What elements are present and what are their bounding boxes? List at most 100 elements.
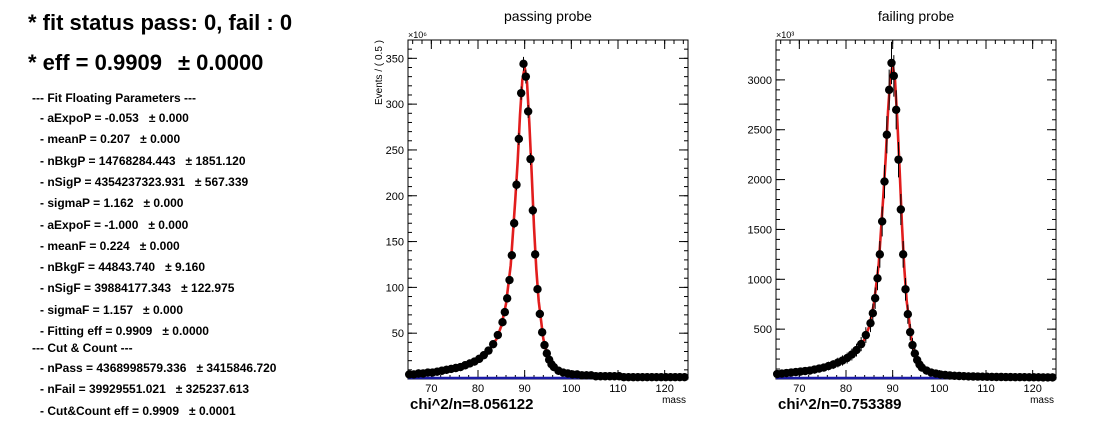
data-point bbox=[894, 155, 903, 164]
fit-param-label: - nSigP = 4354237323.931 bbox=[40, 174, 185, 189]
data-point bbox=[542, 349, 552, 358]
data-point bbox=[891, 105, 901, 114]
x-tick-label: 90 bbox=[519, 383, 531, 395]
y-multiplier-label: ×10⁶ bbox=[408, 30, 427, 40]
y-tick-label: 300 bbox=[386, 99, 404, 111]
fit-param-row: - meanF = 0.224 ± 0.000 bbox=[40, 239, 180, 253]
data-point bbox=[484, 346, 493, 355]
fit-param-row: - aExpoP = -0.053 ± 0.000 bbox=[40, 111, 189, 125]
passing-probe-chart: passing probe ×10⁶ Events / ( 0.5 ) 50 100 15… bbox=[374, 8, 689, 413]
fit-param-row: - nSigP = 4354237323.931 ± 567.339 bbox=[40, 175, 248, 189]
data-point bbox=[535, 309, 545, 319]
fit-param-label: - nBkgF = 44843.740 bbox=[40, 260, 156, 275]
data-point bbox=[856, 339, 866, 349]
y-tick-label: 250 bbox=[386, 145, 404, 157]
data-point bbox=[861, 330, 871, 340]
fit-param-label: - sigmaF = 1.157 bbox=[40, 302, 134, 317]
fit-param-label: - nBkgP = 14768284.443 bbox=[40, 153, 176, 168]
y-tick-label: 200 bbox=[386, 191, 404, 203]
data-point bbox=[882, 130, 892, 139]
cut-param-row: - nFail = 39929551.021 ± 325237.613 bbox=[40, 382, 249, 396]
plot-frame bbox=[407, 39, 689, 380]
x-axis-label: mass bbox=[1030, 395, 1054, 406]
cut-param-error: ± 3415846.720 bbox=[196, 361, 277, 375]
data-point bbox=[505, 275, 514, 285]
fit-param-error: ± 122.975 bbox=[181, 281, 235, 296]
fit-param-error: ± 0.0000 bbox=[162, 324, 209, 338]
chart-title: passing probe bbox=[504, 8, 592, 24]
fit-param-row: - meanP = 0.207 ± 0.000 bbox=[40, 132, 180, 146]
data-point bbox=[877, 217, 887, 226]
data-point bbox=[488, 339, 498, 349]
x-tick-label: 70 bbox=[425, 383, 437, 395]
data-point bbox=[901, 285, 910, 294]
data-point bbox=[533, 285, 542, 294]
y-multiplier-label: ×10³ bbox=[776, 30, 794, 40]
fit-param-label: - meanF = 0.224 bbox=[40, 238, 130, 253]
y-tick-label: 350 bbox=[386, 53, 404, 65]
fit-param-label: - nSigF = 39884177.343 bbox=[40, 281, 172, 296]
data-point bbox=[519, 59, 528, 69]
fit-param-row: - nBkgP = 14768284.443 ± 1851.120 bbox=[40, 154, 246, 168]
data-point bbox=[875, 250, 885, 259]
data-point bbox=[514, 134, 524, 144]
plot-frame bbox=[775, 39, 1057, 380]
data-point bbox=[873, 274, 882, 283]
data-point bbox=[512, 180, 521, 189]
cut-param-row: - nPass = 4368998579.336 ± 3415846.720 bbox=[40, 361, 276, 375]
fit-param-error: ± 1851.120 bbox=[185, 153, 246, 168]
data-point bbox=[1048, 373, 1057, 382]
x-tick-label: 80 bbox=[840, 383, 852, 395]
cut-param-error: ± 0.0001 bbox=[189, 403, 236, 418]
x-tick-label: 100 bbox=[930, 383, 948, 395]
data-point bbox=[905, 327, 915, 337]
failing-probe-chart: failing probe ×10³ 500 1000 1500 2000 2500 3000… bbox=[748, 8, 1057, 413]
x-tick-label: 110 bbox=[609, 383, 627, 395]
fit-param-row: - nBkgF = 44843.740 ± 9.160 bbox=[40, 260, 205, 274]
fit-param-error: ± 0.000 bbox=[143, 302, 183, 317]
y-tick-label: 50 bbox=[392, 328, 404, 340]
fit-param-error: ± 567.339 bbox=[194, 174, 249, 189]
x-tick-label: 80 bbox=[472, 383, 484, 395]
x-tick-label: 120 bbox=[1023, 383, 1041, 395]
x-tick-label: 100 bbox=[562, 383, 580, 395]
data-point bbox=[880, 177, 889, 186]
data-point bbox=[866, 318, 875, 328]
floating-params-header: --- Fit Floating Parameters --- bbox=[32, 91, 197, 105]
data-point bbox=[507, 251, 517, 260]
y-tick-label: 1000 bbox=[748, 274, 772, 286]
fit-param-error: ± 0.000 bbox=[148, 111, 189, 125]
cut-param-error: ± 325237.613 bbox=[175, 382, 250, 397]
fit-param-error: ± 0.000 bbox=[143, 196, 184, 211]
data-point bbox=[896, 205, 906, 214]
fit-curve bbox=[407, 66, 688, 379]
chi2-label: chi^2/n=0.753389 bbox=[778, 396, 901, 413]
cut-param-label: - Cut&Count eff = 0.9909 bbox=[40, 403, 180, 418]
y-tick-label: 500 bbox=[754, 324, 772, 336]
fit-param-error: ± 0.000 bbox=[148, 217, 189, 232]
fit-param-error: ± 0.000 bbox=[139, 238, 180, 253]
fit-param-label: - aExpoP = -0.053 bbox=[40, 111, 139, 125]
fit-curve bbox=[775, 63, 1057, 379]
x-axis-label: mass bbox=[662, 395, 686, 406]
data-point bbox=[528, 206, 538, 215]
y-tick-label: 1500 bbox=[748, 224, 772, 236]
data-point bbox=[516, 88, 526, 98]
data-point bbox=[537, 328, 547, 337]
data-point bbox=[852, 345, 861, 355]
data-point bbox=[493, 330, 503, 340]
data-point bbox=[868, 308, 878, 318]
chart-title: failing probe bbox=[878, 8, 954, 24]
data-point bbox=[523, 107, 533, 116]
data-point bbox=[521, 72, 531, 81]
x-tick-label: 90 bbox=[887, 383, 899, 395]
fit-param-label: - aExpoF = -1.000 bbox=[40, 217, 139, 232]
data-point bbox=[908, 340, 917, 350]
fit-results-panel: * fit status pass: 0, fail : 0 * eff = 0… bbox=[0, 0, 360, 422]
data-point bbox=[884, 85, 894, 95]
fit-param-row: - sigmaP = 1.162 ± 0.000 bbox=[40, 196, 183, 210]
y-tick-label: 3000 bbox=[748, 75, 772, 87]
fit-param-row: - aExpoF = -1.000 ± 0.000 bbox=[40, 218, 188, 232]
data-point bbox=[898, 250, 908, 259]
y-tick-label: 100 bbox=[386, 282, 404, 294]
